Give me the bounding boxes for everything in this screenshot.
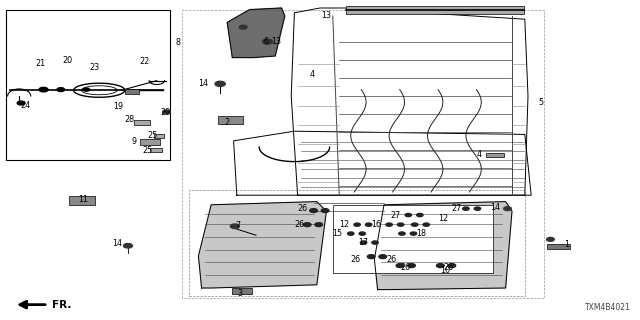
Circle shape: [372, 241, 378, 244]
Circle shape: [215, 81, 225, 86]
Text: 1: 1: [564, 240, 569, 249]
Bar: [333, 205, 493, 273]
Text: 22: 22: [139, 57, 149, 66]
Text: 13: 13: [271, 37, 282, 46]
Circle shape: [359, 232, 365, 235]
Circle shape: [39, 87, 48, 92]
Bar: [125, 89, 139, 94]
Circle shape: [547, 237, 554, 241]
Text: 4: 4: [309, 70, 314, 79]
Text: TXM4B4021: TXM4B4021: [585, 303, 630, 312]
Circle shape: [262, 39, 273, 44]
Circle shape: [397, 223, 404, 226]
Text: 12: 12: [438, 214, 449, 223]
Circle shape: [379, 255, 387, 259]
Text: 28: 28: [124, 115, 134, 124]
Text: 14: 14: [112, 239, 122, 248]
Polygon shape: [374, 202, 512, 290]
Text: FR.: FR.: [52, 300, 72, 310]
Text: 12: 12: [339, 220, 349, 229]
Bar: [150, 148, 162, 152]
Text: 26: 26: [294, 220, 305, 229]
Polygon shape: [198, 202, 326, 288]
Circle shape: [124, 244, 132, 248]
Bar: [486, 153, 504, 157]
Circle shape: [436, 264, 444, 268]
Circle shape: [474, 207, 481, 210]
Circle shape: [239, 25, 247, 29]
Circle shape: [57, 88, 65, 92]
Text: 10: 10: [440, 266, 450, 275]
Text: 7: 7: [236, 221, 241, 230]
Polygon shape: [227, 8, 285, 58]
Text: 3: 3: [237, 289, 243, 298]
Circle shape: [163, 110, 170, 114]
Circle shape: [399, 232, 405, 235]
Text: 25: 25: [142, 146, 152, 155]
Circle shape: [360, 241, 367, 244]
Text: 18: 18: [416, 229, 426, 238]
Circle shape: [230, 224, 239, 228]
Circle shape: [321, 209, 329, 212]
Text: 2: 2: [225, 118, 230, 127]
Bar: [232, 288, 252, 294]
Bar: [547, 244, 570, 249]
Text: 20: 20: [62, 56, 72, 65]
Text: 9: 9: [132, 137, 137, 146]
Circle shape: [367, 255, 375, 259]
Text: 25: 25: [147, 131, 157, 140]
Text: 19: 19: [113, 102, 124, 111]
Text: 11: 11: [78, 195, 88, 204]
Bar: [189, 190, 525, 296]
Text: 26: 26: [298, 204, 308, 213]
Circle shape: [83, 88, 90, 91]
Circle shape: [408, 264, 415, 268]
Circle shape: [315, 223, 323, 227]
Circle shape: [423, 223, 429, 226]
Text: 21: 21: [35, 60, 45, 68]
Text: 14: 14: [490, 203, 500, 212]
Circle shape: [463, 207, 469, 210]
Text: 26: 26: [443, 263, 453, 272]
Text: 26: 26: [387, 255, 397, 264]
Circle shape: [410, 232, 417, 235]
Text: 4: 4: [476, 150, 481, 159]
Circle shape: [348, 232, 354, 235]
Bar: [69, 196, 95, 205]
Bar: [140, 139, 160, 145]
Circle shape: [310, 209, 317, 212]
Text: 29: 29: [160, 108, 170, 117]
Bar: [346, 6, 524, 14]
Text: 6: 6: [263, 37, 268, 46]
Text: 13: 13: [321, 11, 332, 20]
Circle shape: [448, 264, 456, 268]
Text: 26: 26: [350, 255, 360, 264]
Bar: [218, 116, 243, 124]
Text: 24: 24: [20, 101, 31, 110]
Circle shape: [354, 223, 360, 226]
Circle shape: [365, 223, 372, 226]
Text: 23: 23: [90, 63, 100, 72]
Circle shape: [417, 213, 423, 217]
Bar: [6, 10, 170, 160]
Bar: [134, 120, 150, 125]
Text: 16: 16: [371, 220, 381, 229]
Text: 5: 5: [538, 98, 543, 107]
Circle shape: [504, 207, 511, 211]
Circle shape: [396, 264, 404, 268]
Circle shape: [17, 101, 25, 105]
Text: 17: 17: [358, 238, 368, 247]
Bar: [154, 134, 164, 138]
Circle shape: [405, 213, 412, 217]
Circle shape: [386, 223, 392, 226]
Circle shape: [412, 223, 418, 226]
Text: 27: 27: [390, 211, 401, 220]
Text: 15: 15: [332, 229, 342, 238]
Text: 26: 26: [400, 263, 410, 272]
Text: 27: 27: [451, 204, 461, 213]
Text: 14: 14: [198, 79, 209, 88]
Text: 8: 8: [175, 38, 180, 47]
Circle shape: [303, 223, 311, 227]
